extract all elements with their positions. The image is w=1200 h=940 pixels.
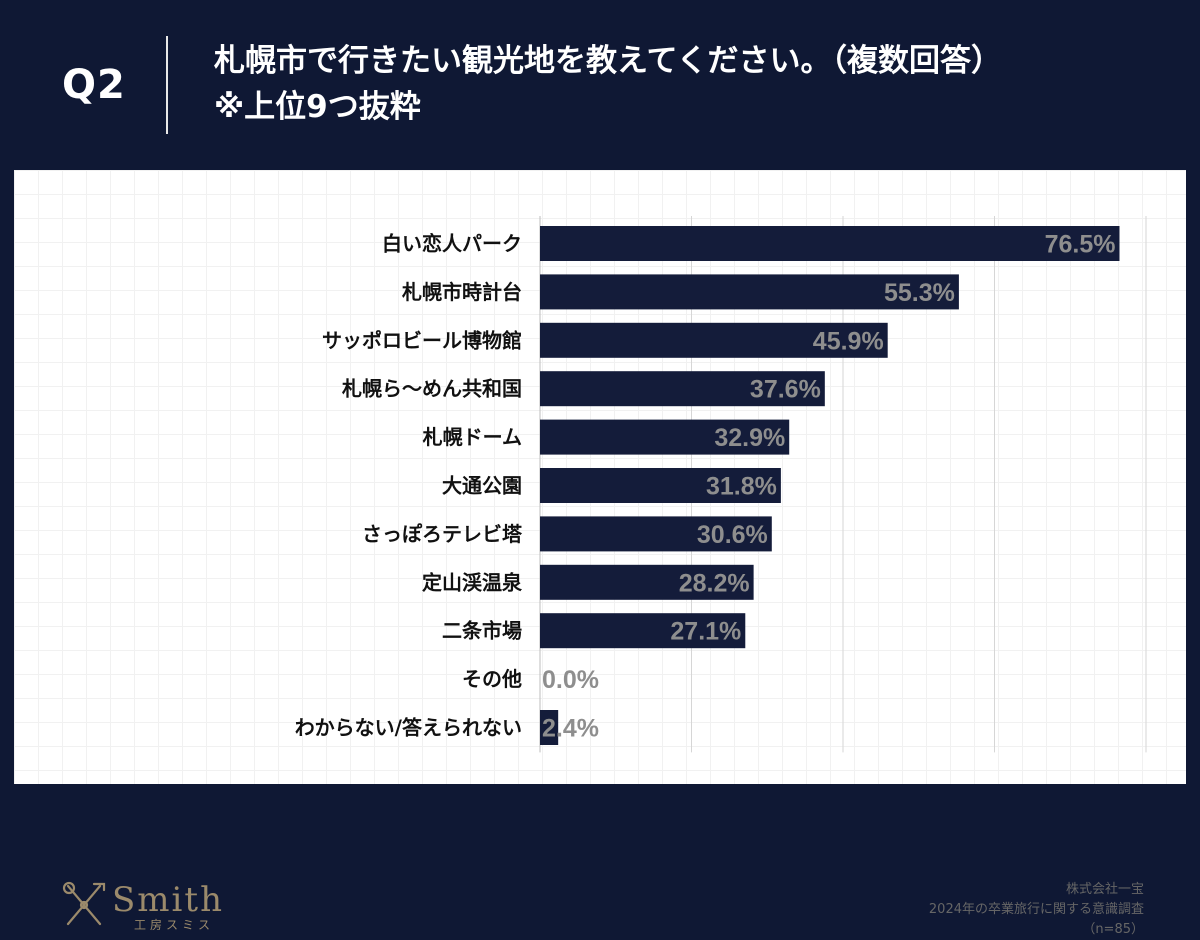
bar [540, 468, 781, 503]
bar [540, 516, 772, 552]
bar [540, 613, 746, 649]
bar [540, 710, 559, 745]
category-label: 札幌ら〜めん共和国 [341, 377, 522, 401]
value-label: 0.0% [542, 666, 599, 694]
source-note: 株式会社一宝 2024年の卒業旅行に関する意識調査 （n=85） [929, 880, 1144, 940]
category-label: 白い恋人パーク [382, 232, 522, 256]
category-label: 札幌市時計台 [401, 280, 522, 304]
bar [540, 322, 888, 358]
logo-subtitle: 工房スミス [134, 918, 215, 932]
value-label: 27.1% [670, 618, 741, 646]
logo-name: Smith [112, 880, 224, 920]
title-line-1: 札幌市で行きたい観光地を教えてください。（複数回答） [214, 43, 1003, 79]
category-label: 定山渓温泉 [422, 570, 523, 594]
category-label: サッポロビール博物館 [322, 328, 522, 352]
smith-logo: Smith 工房スミス [60, 878, 240, 934]
category-label: その他 [462, 667, 522, 691]
chart-panel: 白い恋人パーク 76.5% 札幌市時計台 55.3% サッポロビール博物館 45.9% 札幌… [14, 170, 1186, 937]
source-company: 株式会社一宝 [1065, 882, 1144, 897]
bar [540, 564, 754, 600]
value-label: 2.4% [542, 715, 599, 743]
value-label: 32.9% [714, 424, 785, 452]
bar [540, 274, 959, 310]
value-label: 30.6% [697, 521, 768, 549]
title-line-2: ※上位9つ抜粋 [214, 89, 421, 125]
bar [540, 419, 790, 455]
chart-title: 札幌市で行きたい観光地を教えてください。（複数回答） ※上位9つ抜粋 [214, 38, 1002, 130]
category-label: さっぽろテレビ塔 [362, 522, 523, 546]
category-label: 二条市場 [442, 619, 522, 643]
bar-chart: 白い恋人パーク 76.5% 札幌市時計台 55.3% サッポロビール博物館 45.9% 札幌… [295, 216, 1147, 753]
value-label: 37.6% [750, 376, 821, 404]
value-label: 31.8% [706, 473, 777, 501]
value-label: 76.5% [1045, 231, 1116, 259]
value-label: 28.2% [679, 569, 750, 597]
category-label: わからない/答えられない [295, 716, 522, 740]
source-sample: （n=85） [1082, 922, 1144, 937]
source-survey: 2024年の卒業旅行に関する意識調査 [928, 902, 1144, 917]
bar [540, 371, 825, 407]
question-number: Q2 [62, 62, 126, 108]
value-label: 45.9% [813, 327, 884, 355]
bar [540, 226, 1120, 261]
crossed-tools-icon [62, 881, 106, 926]
header-divider [166, 36, 168, 134]
header: Q2 札幌市で行きたい観光地を教えてください。（複数回答） ※上位9つ抜粋 [0, 0, 1200, 168]
category-label: 大通公園 [442, 474, 522, 498]
category-label: 札幌ドーム [422, 425, 522, 449]
value-label: 55.3% [884, 279, 955, 307]
